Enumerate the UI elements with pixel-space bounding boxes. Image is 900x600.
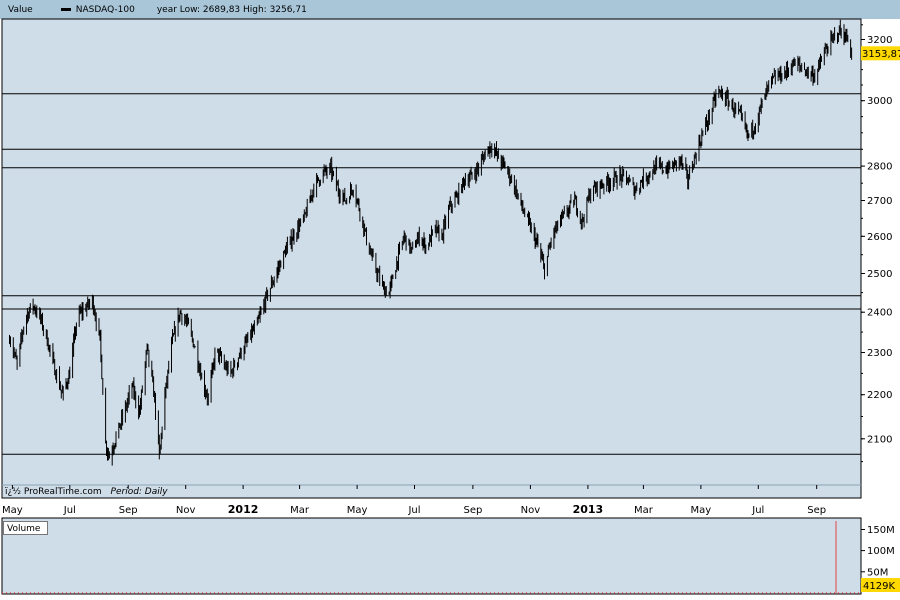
x-tick-label: Mar	[634, 505, 654, 516]
x-tick-label: May	[2, 505, 23, 516]
x-tick-label: Jul	[63, 505, 76, 516]
last-price-badge	[861, 46, 900, 61]
y-tick-label: 2100	[867, 434, 892, 445]
y-tick-label: 2800	[867, 162, 892, 173]
source-text: ï¿½ ProRealTime.com	[5, 487, 102, 497]
volume-last-badge	[861, 578, 900, 592]
volume-tick-label: 100M	[867, 546, 895, 557]
year-range-text: year Low: 2689,83 High: 3256,71	[156, 4, 307, 15]
x-tick-label: Jul	[751, 505, 764, 516]
x-tick-label: Sep	[463, 505, 482, 516]
chart-header: Value NASDAQ-100 year Low: 2689,83 High:…	[2, 2, 307, 17]
y-tick-label: 3000	[867, 96, 892, 107]
x-tick-label: May	[691, 505, 712, 516]
x-tick-label: May	[347, 505, 368, 516]
x-tick-label: Sep	[807, 505, 826, 516]
volume-tick-label: 50M	[867, 567, 888, 578]
y-tick-label: 2600	[867, 232, 892, 243]
value-label: Value	[8, 4, 33, 15]
period-text: Period: Daily	[110, 487, 168, 497]
y-tick-label: 2700	[867, 196, 892, 207]
y-tick-label: 3200	[867, 35, 892, 46]
series-name: NASDAQ-100	[75, 4, 135, 15]
x-tick-label: Mar	[290, 505, 310, 516]
legend-entry: NASDAQ-100	[60, 4, 135, 15]
y-tick-label: 2400	[867, 308, 892, 319]
x-tick-label: 2013	[573, 503, 604, 516]
x-tick-label: Sep	[119, 505, 138, 516]
last-price-label: 3153,87	[862, 49, 900, 60]
x-tick-label: 2012	[228, 503, 259, 516]
volume-last-label: 4129K	[863, 581, 895, 592]
price-panel-background	[1, 18, 862, 499]
chart-credit: ï¿½ ProRealTime.com Period: Daily	[5, 487, 168, 497]
x-tick-label: Nov	[521, 505, 541, 516]
volume-label: Volume	[3, 521, 48, 535]
x-tick-label: Nov	[176, 505, 196, 516]
y-tick-label: 2300	[867, 348, 892, 359]
y-tick-label: 2200	[867, 390, 892, 401]
legend-swatch	[60, 8, 71, 11]
header-bar	[0, 0, 900, 19]
y-tick-label: 2500	[867, 269, 892, 280]
volume-panel-background	[1, 517, 862, 595]
x-tick-label: Jul	[407, 505, 420, 516]
volume-tick-label: 150M	[867, 525, 895, 536]
